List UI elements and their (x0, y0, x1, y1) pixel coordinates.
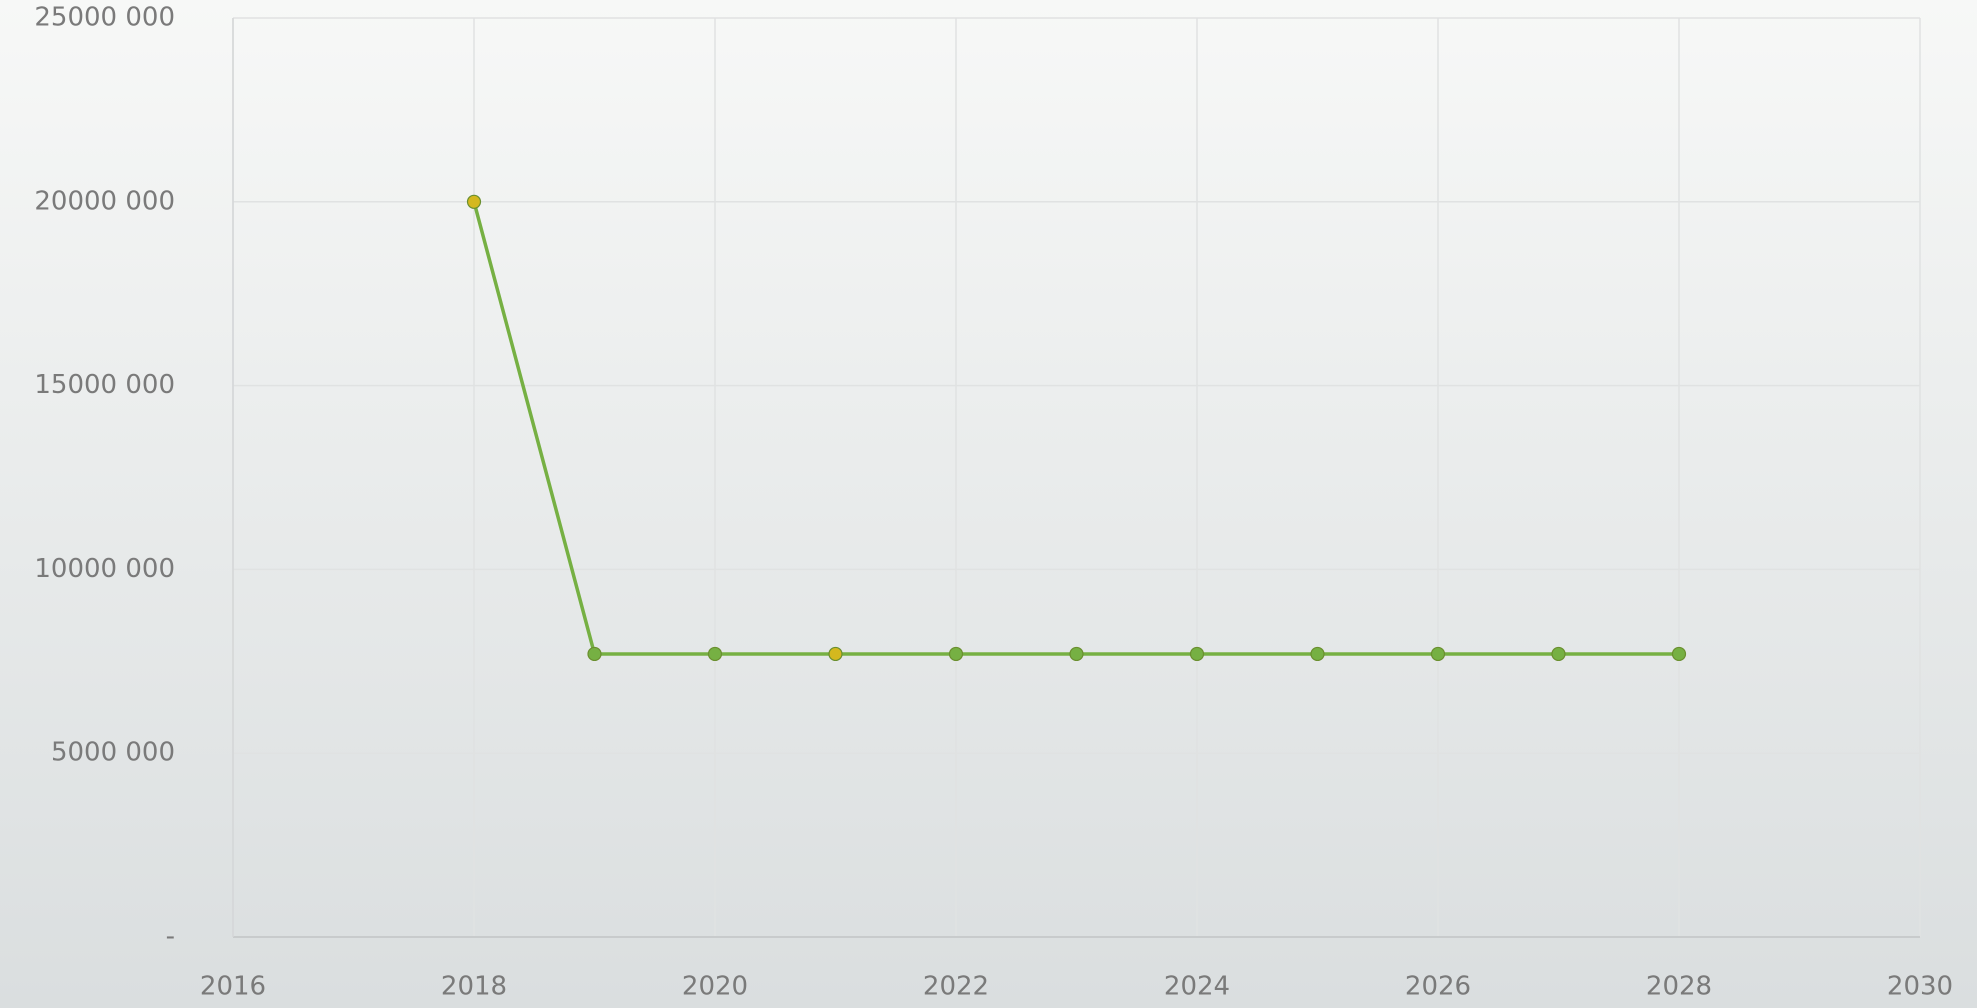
point (1310, 646, 1325, 662)
y-tick-label: 10000 000 (34, 554, 175, 584)
y-tick-label: 25000 000 (34, 3, 175, 33)
point (587, 646, 602, 662)
point (1671, 646, 1687, 662)
x-tick-label: 2028 (1646, 972, 1712, 1002)
x-tick-label: 2030 (1887, 972, 1953, 1002)
point (707, 646, 723, 662)
point (1551, 646, 1566, 662)
point (1189, 646, 1205, 662)
y-tick-label: 5000 000 (51, 738, 175, 768)
y-tick-label: 20000 000 (34, 186, 175, 216)
point (466, 194, 482, 209)
x-tick-label: 2022 (923, 972, 989, 1002)
x-tick-label: 2024 (1164, 972, 1230, 1002)
x-tick-label: 2016 (200, 972, 266, 1002)
y-tick-label: 15000 000 (34, 370, 175, 400)
point (828, 646, 843, 662)
point (948, 646, 964, 662)
point (1069, 646, 1084, 662)
x-tick-label: 2018 (441, 972, 507, 1002)
x-tick-label: 2020 (682, 972, 748, 1002)
y-tick-label: - (166, 922, 175, 952)
point (1430, 646, 1446, 662)
x-tick-label: 2026 (1405, 972, 1471, 1002)
